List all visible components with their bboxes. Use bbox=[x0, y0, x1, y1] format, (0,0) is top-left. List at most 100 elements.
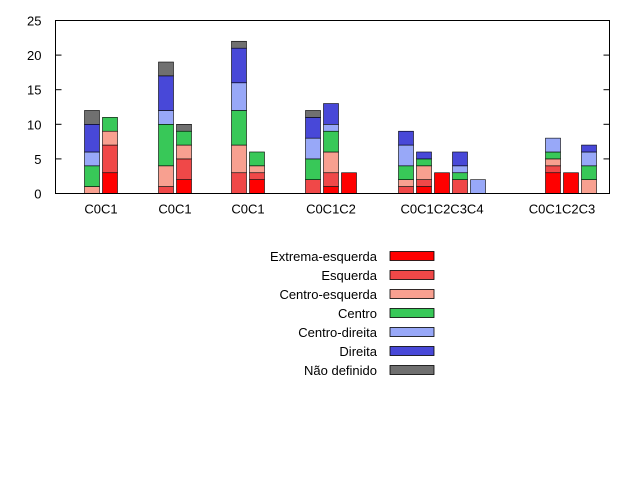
legend-swatch bbox=[389, 289, 435, 299]
bar-segment bbox=[452, 151, 468, 167]
bar-segment bbox=[102, 144, 118, 174]
bar-segment bbox=[84, 110, 100, 125]
y-tick-label: 10 bbox=[27, 117, 41, 132]
legend-swatch bbox=[389, 270, 435, 280]
bar-segment bbox=[323, 151, 339, 174]
bar-segment bbox=[398, 165, 414, 180]
bar-segment bbox=[176, 124, 192, 132]
legend-swatch bbox=[389, 327, 435, 337]
bar-segment bbox=[102, 117, 118, 132]
bar-segment bbox=[398, 179, 414, 187]
bar-segment bbox=[231, 110, 247, 146]
bar-segment bbox=[158, 165, 174, 187]
bar-segment bbox=[341, 172, 357, 194]
x-tick-label: C0C1C2 bbox=[306, 202, 356, 217]
bar-segment bbox=[231, 82, 247, 111]
bar-segment bbox=[416, 165, 432, 180]
bar-segment bbox=[305, 117, 321, 139]
y-tick-label: 25 bbox=[27, 14, 41, 29]
bar-segment bbox=[231, 144, 247, 174]
bar-segment bbox=[416, 158, 432, 167]
bar-segment bbox=[305, 110, 321, 118]
legend-label: Centro bbox=[338, 306, 377, 321]
bar-segment bbox=[434, 172, 450, 194]
bar-segment bbox=[102, 172, 118, 194]
x-tick-label: C0C1C2C3C4 bbox=[400, 202, 483, 217]
legend-swatch bbox=[389, 251, 435, 261]
legend-label: Esquerda bbox=[321, 268, 377, 283]
bar-segment bbox=[398, 130, 414, 146]
bar-segment bbox=[249, 172, 265, 180]
bar-segment bbox=[231, 172, 247, 194]
bar-segment bbox=[158, 124, 174, 167]
bar-segment bbox=[158, 61, 174, 77]
bar-segment bbox=[158, 186, 174, 194]
bar-segment bbox=[416, 179, 432, 187]
bar-segment bbox=[323, 130, 339, 153]
bar-segment bbox=[84, 151, 100, 167]
bar-segment bbox=[545, 165, 561, 174]
y-tick-label: 0 bbox=[34, 187, 41, 202]
y-tick-label: 20 bbox=[27, 48, 41, 63]
bar-segment bbox=[545, 151, 561, 160]
x-tick-label: C0C1C2C3 bbox=[529, 202, 595, 217]
bar-segment bbox=[305, 179, 321, 194]
y-axis: 0 5 10 15 20 25 bbox=[27, 14, 610, 202]
bar-segment bbox=[176, 130, 192, 146]
bar-segment bbox=[305, 137, 321, 160]
bar-segment bbox=[581, 144, 597, 153]
bar-segment bbox=[249, 165, 265, 174]
legend-label: Extrema-esquerda bbox=[270, 249, 378, 264]
x-tick-label: C0C1 bbox=[84, 202, 117, 217]
bar-segment bbox=[249, 179, 265, 194]
y-tick-label: 15 bbox=[27, 83, 41, 98]
legend-label: Centro-esquerda bbox=[279, 287, 377, 302]
legend-swatch bbox=[389, 365, 435, 375]
x-tick-label: C0C1 bbox=[231, 202, 264, 217]
bars-layer bbox=[84, 40, 597, 194]
bar-segment bbox=[158, 110, 174, 125]
bar-segment bbox=[231, 40, 247, 49]
bar-segment bbox=[249, 151, 265, 167]
bar-segment bbox=[102, 130, 118, 146]
legend-swatch bbox=[389, 346, 435, 356]
legend-swatch bbox=[389, 308, 435, 318]
bar-segment bbox=[452, 179, 468, 194]
bar-segment bbox=[176, 158, 192, 180]
bar-segment bbox=[581, 165, 597, 180]
bar-segment bbox=[545, 158, 561, 167]
bar-segment bbox=[563, 172, 579, 194]
bar-segment bbox=[323, 172, 339, 187]
bar-segment bbox=[305, 158, 321, 180]
bar-segment bbox=[581, 179, 597, 194]
bar-segment bbox=[84, 186, 100, 194]
bar-segment bbox=[84, 124, 100, 153]
bar-segment bbox=[176, 179, 192, 194]
bar-segment bbox=[545, 137, 561, 153]
bar-segment bbox=[398, 186, 414, 194]
bar-segment bbox=[231, 47, 247, 84]
legend-label: Direita bbox=[339, 344, 377, 359]
bar-segment bbox=[323, 124, 339, 132]
bar-segment bbox=[581, 151, 597, 167]
bar-segment bbox=[84, 165, 100, 187]
bar-segment bbox=[323, 186, 339, 194]
plot-frame bbox=[55, 20, 610, 194]
x-tick-label: C0C1 bbox=[158, 202, 191, 217]
y-tick-label: 5 bbox=[34, 152, 41, 167]
bar-segment bbox=[452, 172, 468, 180]
bar-segment bbox=[545, 172, 561, 194]
bar-segment bbox=[323, 103, 339, 125]
legend-label: Centro-direita bbox=[298, 325, 378, 340]
bar-segment bbox=[176, 144, 192, 160]
bar-segment bbox=[416, 186, 432, 194]
bar-segment bbox=[416, 151, 432, 160]
bar-segment bbox=[158, 75, 174, 111]
bar-segment bbox=[452, 165, 468, 174]
bar-segment bbox=[398, 144, 414, 167]
legend: Extrema-esquerda Esquerda Centro-esquerda C… bbox=[270, 249, 435, 378]
bar-segment bbox=[470, 179, 486, 194]
legend-label: Não definido bbox=[304, 363, 377, 378]
x-axis: C0C1 C0C1 C0C1 C0C1C2 C0C1C2C3C4 C0C1C2C3 bbox=[84, 202, 595, 217]
